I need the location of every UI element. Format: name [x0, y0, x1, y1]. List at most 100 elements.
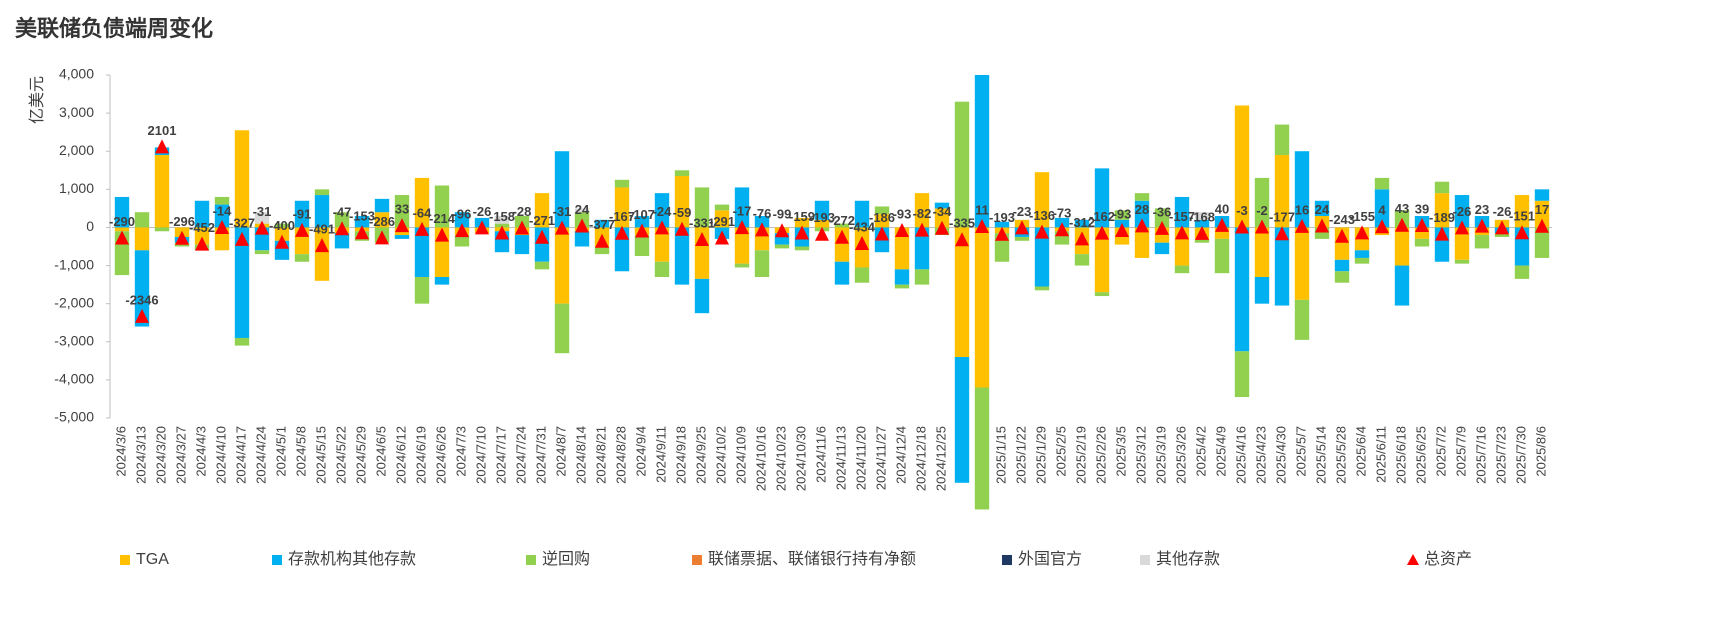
x-tick-label: 2024/4/10	[213, 426, 228, 484]
data-label: 24	[1315, 202, 1330, 217]
bar-segment	[614, 179, 630, 188]
data-label: -136	[1029, 208, 1055, 223]
data-label: -271	[529, 213, 555, 228]
x-tick-label: 2024/11/6	[813, 426, 828, 483]
legend-label: TGA	[136, 551, 169, 568]
x-tick-label: 2024/3/20	[153, 426, 168, 484]
bar-segment	[1454, 259, 1470, 264]
bar-segment	[554, 227, 570, 304]
bar-segment	[994, 221, 1010, 228]
total-marker	[435, 227, 449, 242]
total-marker	[655, 220, 669, 235]
bar-segment	[1134, 193, 1150, 201]
data-label: -2	[1256, 203, 1268, 218]
total-marker	[1155, 220, 1169, 235]
bar-segment	[834, 261, 850, 285]
bar-segment	[1254, 276, 1270, 304]
bar-segment	[1134, 200, 1150, 228]
data-label: -286	[369, 214, 395, 229]
bar-segment	[214, 204, 230, 228]
bar-segment	[154, 155, 170, 228]
total-marker	[455, 223, 469, 238]
bar-segment	[1334, 271, 1350, 283]
data-label: -14	[213, 203, 233, 218]
total-marker	[315, 238, 329, 253]
bar-segment	[674, 175, 690, 228]
x-tick-label: 2024/10/30	[793, 426, 808, 491]
x-tick-label: 2025/1/15	[993, 426, 1008, 484]
total-marker	[775, 223, 789, 238]
y-tick-label: 0	[86, 218, 94, 234]
bar-segment	[234, 337, 250, 346]
x-tick-label: 2025/6/18	[1393, 426, 1408, 484]
legend-swatch	[1140, 555, 1150, 565]
bar-segment	[294, 254, 310, 262]
x-tick-label: 2024/10/9	[733, 426, 748, 484]
bar-segment	[854, 267, 870, 283]
data-label: -2346	[125, 292, 158, 307]
data-label: -452	[189, 220, 215, 235]
bar-segment	[834, 227, 850, 262]
bar-segment	[674, 227, 690, 285]
bar-segment	[854, 200, 870, 228]
bar-segment	[654, 227, 670, 262]
total-marker	[755, 222, 769, 237]
total-marker	[875, 226, 889, 241]
legend-label: 联储票据、联储银行持有净额	[708, 550, 916, 568]
data-label: 33	[395, 202, 409, 217]
bar-segment	[1214, 227, 1230, 239]
x-tick-label: 2024/7/17	[493, 426, 508, 484]
x-tick-label: 2025/4/9	[1213, 426, 1228, 477]
x-tick-label: 2024/5/8	[293, 426, 308, 477]
data-label: -168	[1189, 209, 1215, 224]
legend-marker	[1407, 554, 1419, 565]
x-tick-label: 2024/11/27	[873, 426, 888, 490]
data-label: -214	[429, 211, 456, 226]
data-label: -159	[789, 209, 815, 224]
bar-segment	[1034, 172, 1050, 228]
total-marker	[535, 229, 549, 244]
bar-segment	[1534, 200, 1550, 228]
bar-segment	[1254, 177, 1270, 228]
x-tick-label: 2025/3/5	[1113, 426, 1128, 477]
total-marker	[795, 225, 809, 240]
bar-segment	[1514, 195, 1530, 228]
data-label: -28	[513, 204, 532, 219]
total-marker	[1255, 219, 1269, 234]
bar-segment	[734, 187, 750, 228]
bar-segment	[1454, 195, 1470, 228]
legend-swatch	[692, 555, 702, 565]
legend-label: 逆回购	[542, 550, 590, 568]
data-label: 11	[975, 202, 989, 217]
bar-segment	[134, 227, 150, 251]
data-label: -3	[1236, 203, 1248, 218]
x-tick-label: 2025/2/26	[1093, 426, 1108, 484]
bar-segment	[914, 227, 930, 270]
bar-segment	[1394, 265, 1410, 306]
data-label: -400	[269, 218, 295, 233]
bar-segment	[754, 216, 770, 228]
x-tick-label: 2024/12/25	[933, 426, 948, 491]
x-tick-label: 2025/6/4	[1353, 426, 1368, 477]
x-tick-label: 2024/11/13	[833, 426, 848, 490]
x-tick-label: 2024/7/31	[533, 426, 548, 484]
data-label: -23	[1013, 204, 1032, 219]
total-marker	[1515, 225, 1529, 240]
bar-segment	[1234, 227, 1250, 352]
total-marker	[1395, 217, 1409, 232]
x-tick-label: 2024/11/20	[853, 426, 868, 490]
x-tick-label: 2025/5/7	[1293, 426, 1308, 477]
data-label: -296	[169, 214, 195, 229]
bar-segment	[1394, 227, 1410, 266]
x-tick-label: 2024/3/6	[113, 426, 128, 477]
bar-segment	[314, 189, 330, 196]
x-tick-label: 2025/4/30	[1273, 426, 1288, 484]
data-label: -335	[949, 216, 975, 231]
x-tick-label: 2025/3/26	[1173, 426, 1188, 484]
total-marker	[1095, 225, 1109, 240]
x-tick-label: 2025/1/22	[1013, 426, 1028, 484]
bar-segment	[1154, 242, 1170, 255]
data-label: -31	[253, 204, 272, 219]
bar-segment	[1274, 124, 1290, 156]
